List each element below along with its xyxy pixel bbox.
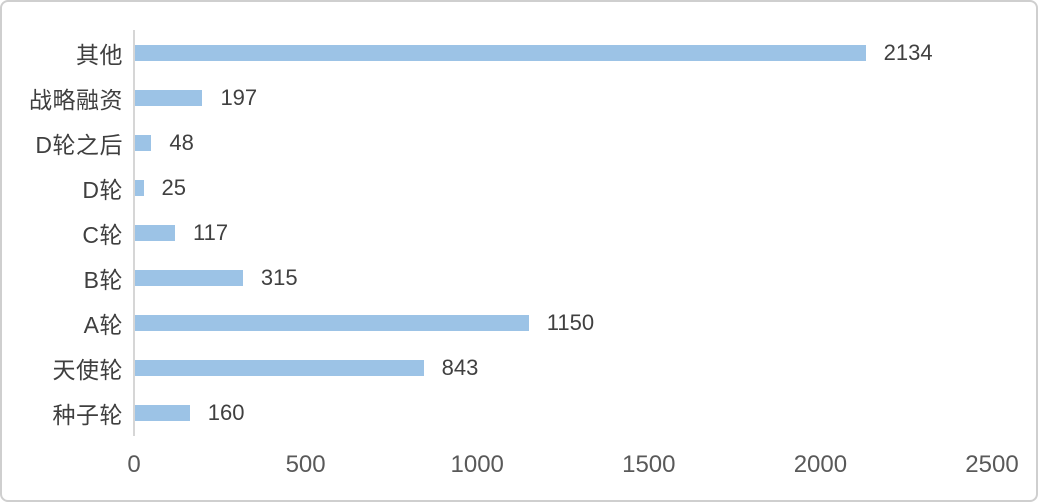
- category-label: B轮: [83, 267, 123, 294]
- value-label: 25: [161, 174, 187, 200]
- bar: [135, 405, 190, 422]
- bar: [135, 134, 152, 151]
- category-label: 天使轮: [52, 357, 123, 384]
- value-label: 315: [260, 265, 298, 291]
- bar-row: 315: [135, 256, 991, 301]
- x-axis-tick-label: 2500: [965, 451, 1019, 478]
- value-label: 2134: [883, 39, 933, 65]
- bar: [135, 44, 866, 61]
- bar-row: 117: [135, 210, 991, 255]
- x-axis-tick-label: 2000: [793, 451, 848, 478]
- x-axis-tick-label: 0: [127, 451, 141, 478]
- x-axis-tick-label: 1500: [622, 451, 676, 478]
- category-label: 战略融资: [29, 86, 123, 113]
- value-label: 843: [441, 355, 479, 381]
- category-axis: 其他 战略融资 D轮之后 D轮 C轮 B轮 A轮 天使轮 种子轮: [2, 30, 123, 436]
- value-label: 197: [220, 84, 258, 110]
- value-label: 160: [207, 400, 245, 426]
- bar-row: 197: [135, 75, 991, 120]
- y-axis-line: [133, 30, 135, 436]
- category-label: A轮: [83, 312, 123, 339]
- bar-row: 25: [135, 165, 991, 210]
- x-axis-tick-label: 500: [285, 451, 326, 478]
- bar-row: 843: [135, 346, 991, 391]
- bar-row: 48: [135, 120, 991, 165]
- value-label: 1150: [546, 310, 595, 336]
- category-label: 种子轮: [52, 402, 123, 429]
- plot-area: 2134 197 48 25 117 315 1150 843: [135, 30, 991, 436]
- category-label: D轮之后: [35, 131, 123, 158]
- value-label: 117: [193, 219, 229, 245]
- value-label: 48: [169, 129, 194, 155]
- x-axis-tick-label: 1000: [450, 451, 504, 478]
- bar: [135, 179, 144, 196]
- bar: [135, 270, 243, 287]
- x-axis: 0 500 1000 1500 2000 2500: [127, 448, 1018, 482]
- bar: [135, 360, 424, 377]
- bar: [135, 89, 203, 106]
- bar-row: 160: [135, 391, 991, 436]
- category-label: D轮: [82, 176, 123, 203]
- bar: [135, 315, 529, 332]
- bar-row: 2134: [135, 30, 991, 75]
- bar-row: 1150: [135, 301, 991, 346]
- category-label: 其他: [76, 41, 123, 68]
- category-label: C轮: [82, 221, 123, 248]
- bar: [135, 224, 176, 241]
